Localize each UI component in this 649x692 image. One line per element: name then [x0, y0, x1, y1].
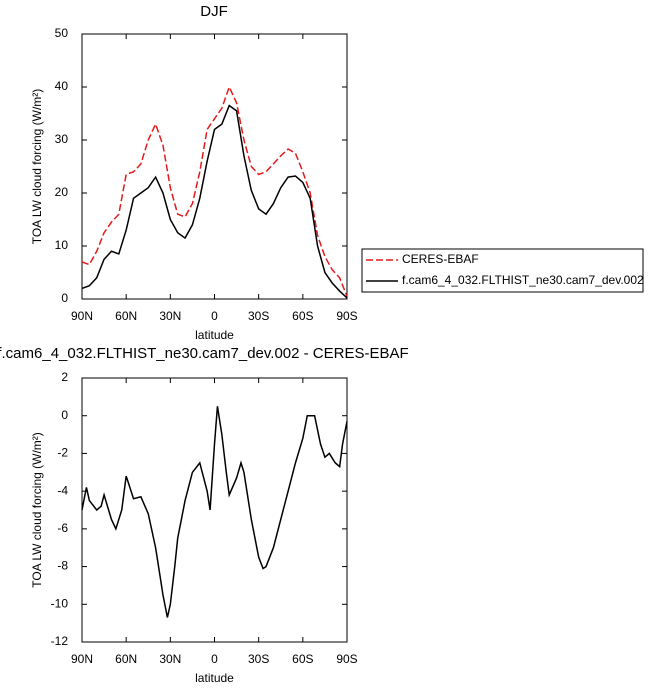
x-tick-label: 60S — [292, 309, 313, 323]
x-tick-label: 90S — [336, 309, 357, 323]
y-tick-label: 2 — [61, 370, 68, 384]
legend-label: f.cam6_4_032.FLTHIST_ne30.cam7_dev.002 — [402, 273, 644, 287]
x-tick-label: 90S — [336, 652, 357, 666]
data-line — [81, 84, 348, 297]
x-tick-label: 90N — [71, 309, 93, 323]
y-axis-label: TOA LW cloud forcing (W/m²) — [30, 89, 44, 245]
y-tick-label: 0 — [61, 408, 68, 422]
data-line — [81, 104, 348, 299]
y-tick-label: -2 — [57, 446, 68, 460]
chart-title: f.cam6_4_032.FLTHIST_ne30.cam7_dev.002 -… — [0, 345, 409, 362]
x-tick-label: 90N — [71, 652, 93, 666]
x-tick-label: 60N — [115, 309, 137, 323]
x-axis-label: latitude — [195, 328, 234, 342]
x-tick-label: 30S — [248, 652, 269, 666]
x-tick-label: 0 — [211, 652, 218, 666]
data-line — [81, 406, 348, 618]
y-tick-label: 40 — [55, 79, 69, 93]
y-tick-label: 20 — [55, 185, 69, 199]
x-tick-label: 30S — [248, 309, 269, 323]
y-tick-label: 50 — [55, 26, 69, 40]
legend-box — [361, 248, 644, 293]
y-tick-label: -10 — [51, 596, 69, 610]
y-tick-label: 0 — [61, 291, 68, 305]
y-tick-label: -8 — [57, 559, 68, 573]
chart-title: DJF — [200, 3, 228, 20]
y-axis-label: TOA LW cloud forcing (W/m²) — [30, 432, 44, 588]
y-tick-label: 10 — [55, 238, 69, 252]
x-axis-label: latitude — [195, 671, 234, 685]
y-tick-label: -4 — [57, 483, 68, 497]
x-tick-label: 60N — [115, 652, 137, 666]
plot-frame — [81, 33, 348, 300]
x-tick-label: 60S — [292, 652, 313, 666]
y-tick-label: -12 — [51, 634, 69, 648]
x-tick-label: 0 — [211, 309, 218, 323]
y-tick-label: 30 — [55, 132, 69, 146]
y-tick-label: -6 — [57, 521, 68, 535]
x-tick-label: 30N — [159, 309, 181, 323]
x-tick-label: 30N — [159, 652, 181, 666]
legend-label: CERES-EBAF — [402, 252, 479, 266]
